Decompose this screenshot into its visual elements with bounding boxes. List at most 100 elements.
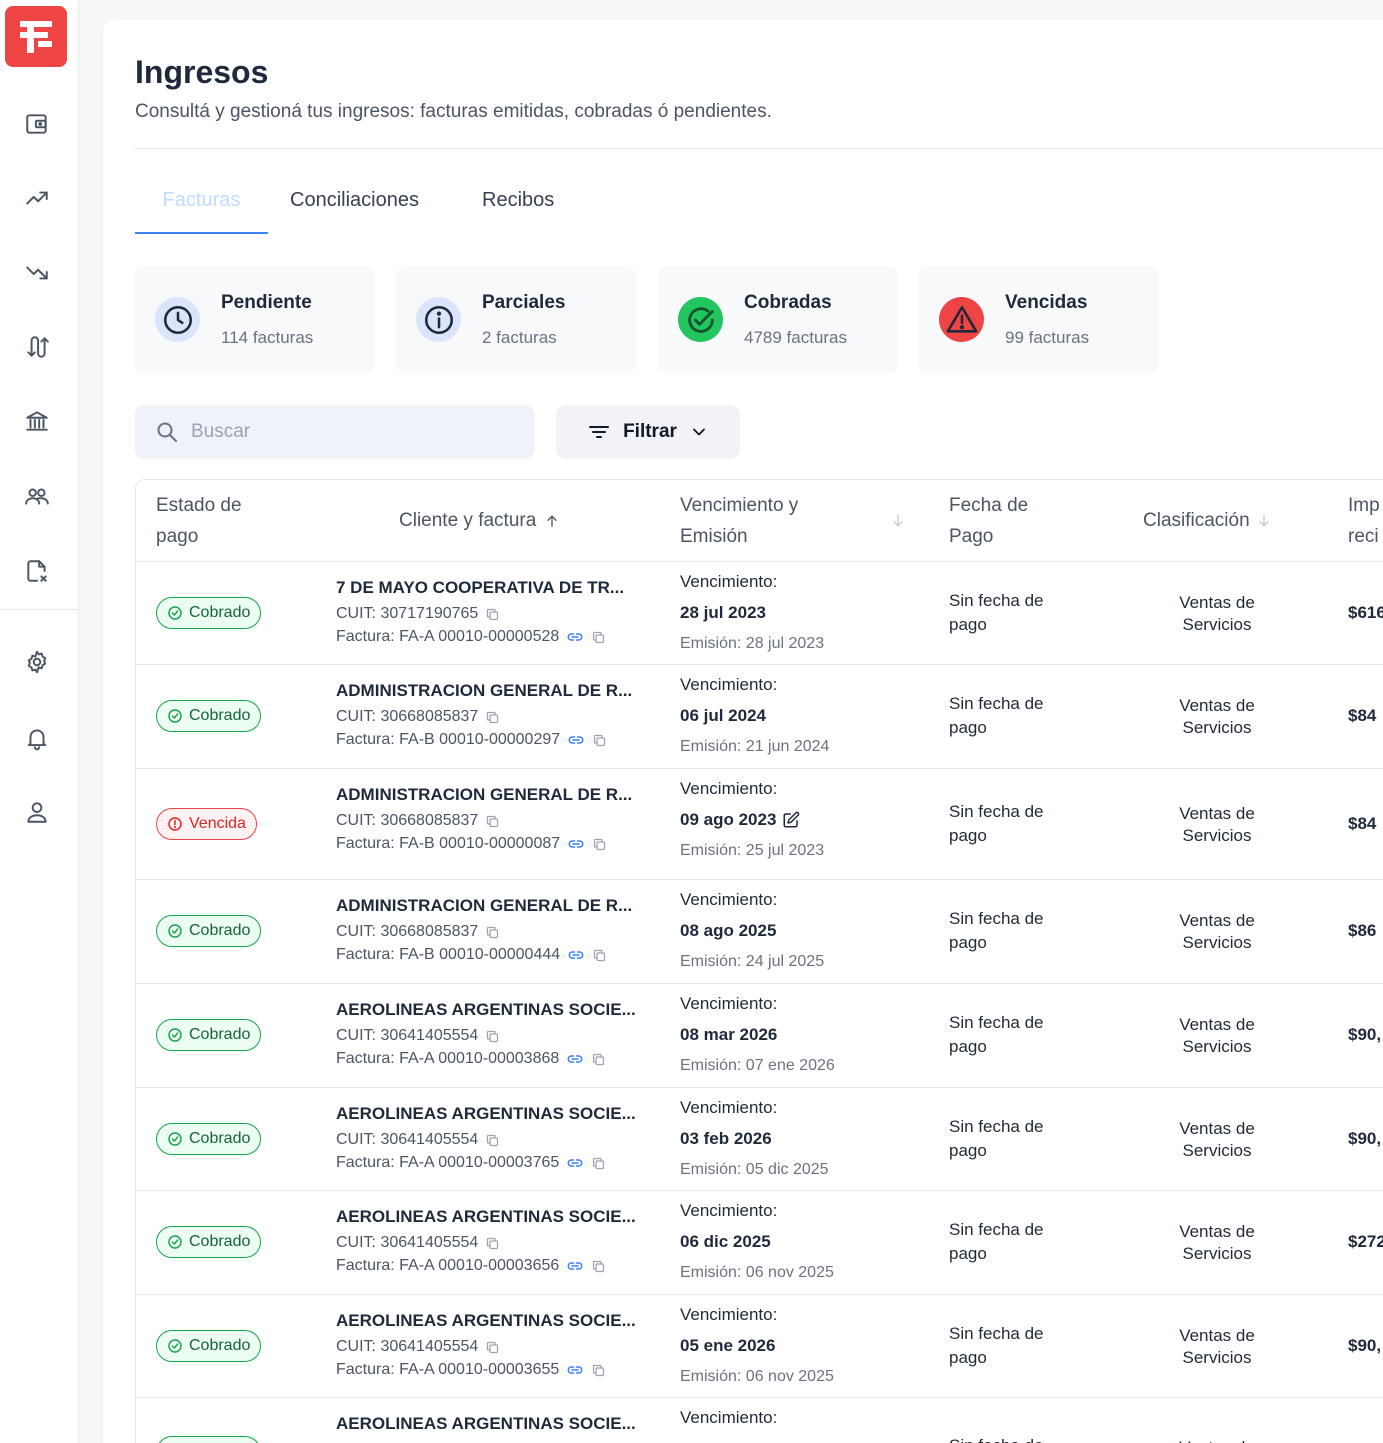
transfer-icon[interactable]	[22, 332, 52, 362]
copy-icon[interactable]	[485, 607, 500, 622]
bell-icon[interactable]	[22, 723, 52, 753]
client-name[interactable]: 7 DE MAYO COOPERATIVA DE TR...	[336, 578, 625, 597]
status-badge: Cobrado	[156, 1226, 262, 1258]
payment-date: Sin fecha de pago	[949, 692, 1089, 740]
link-icon[interactable]	[566, 1361, 584, 1379]
link-icon[interactable]	[567, 731, 585, 749]
tab-facturas[interactable]: Facturas	[135, 184, 268, 234]
table-row[interactable]: Cobrado AEROLINEAS ARGENTINAS SOCIE... C…	[136, 1295, 1383, 1398]
user-icon[interactable]	[22, 797, 52, 827]
status-badge: Cobrado	[156, 1123, 262, 1155]
payment-date-text: pago	[949, 1348, 987, 1367]
table-row[interactable]: Cobrado AEROLINEAS ARGENTINAS SOCIE... C…	[136, 984, 1383, 1088]
copy-icon[interactable]	[591, 1259, 606, 1274]
status-badge: Cobrado	[156, 597, 262, 629]
column-header-cliente[interactable]: Cliente y factura	[399, 480, 560, 561]
link-icon[interactable]	[566, 1154, 584, 1172]
column-header-importe[interactable]: Imp reci	[1348, 480, 1380, 561]
copy-icon[interactable]	[591, 1156, 606, 1171]
copy-icon[interactable]	[485, 710, 500, 725]
column-header-clasificacion[interactable]: Clasificación	[1143, 480, 1272, 561]
bank-icon[interactable]	[22, 406, 52, 436]
copy-icon[interactable]	[591, 630, 606, 645]
column-header-estado[interactable]: Estado de pago	[156, 480, 306, 561]
users-icon[interactable]	[22, 481, 52, 511]
payment-date-text: Sin fecha de	[949, 1434, 1089, 1443]
edit-icon[interactable]	[782, 811, 800, 829]
stat-card-vencidas[interactable]: Vencidas 99 facturas	[919, 266, 1159, 373]
table-row[interactable]: Vencida ADMINISTRACION GENERAL DE R... C…	[136, 769, 1383, 880]
classification-text: Servicios	[1182, 933, 1252, 952]
client-name[interactable]: ADMINISTRACION GENERAL DE R...	[336, 896, 633, 915]
table-row[interactable]: Cobrado AEROLINEAS ARGENTINAS SOCIE... C…	[136, 1088, 1383, 1191]
trending-up-icon[interactable]	[22, 183, 52, 213]
header-text: Pago	[949, 525, 994, 547]
invoice-number: Factura: FA-B 00010-00000297	[336, 731, 607, 749]
status-badge-label: Cobrado	[189, 1130, 251, 1147]
copy-icon[interactable]	[591, 1052, 606, 1067]
client-cuit: CUIT: 30641405554	[336, 1234, 500, 1252]
invoice-text: Factura: FA-A 00010-00003656	[336, 1257, 560, 1274]
table-row[interactable]: Cobrado ADMINISTRACION GENERAL DE R... C…	[136, 880, 1383, 984]
settings-icon[interactable]	[22, 647, 52, 677]
client-name[interactable]: ADMINISTRACION GENERAL DE R...	[336, 681, 633, 700]
table-row[interactable]: Cobrado AEROLINEAS ARGENTINAS SOCIE... V…	[136, 1398, 1383, 1443]
link-icon[interactable]	[567, 835, 585, 853]
tab-recibos[interactable]: Recibos	[482, 189, 555, 211]
due-date: 08 ago 2025	[680, 921, 776, 941]
check-circle-icon	[167, 605, 183, 621]
brand-logo[interactable]	[5, 6, 67, 67]
copy-icon[interactable]	[485, 1340, 500, 1355]
client-name[interactable]: AEROLINEAS ARGENTINAS SOCIE...	[336, 1104, 636, 1123]
due-date-text: 06 jul 2024	[680, 706, 767, 725]
client-name[interactable]: AEROLINEAS ARGENTINAS SOCIE...	[336, 1311, 636, 1330]
table-row[interactable]: Cobrado AEROLINEAS ARGENTINAS SOCIE... C…	[136, 1191, 1383, 1295]
due-date-text: 05 ene 2026	[680, 1336, 776, 1355]
copy-icon[interactable]	[485, 1133, 500, 1148]
wallet-icon[interactable]	[22, 109, 52, 139]
classification-text: Ventas de	[1179, 804, 1255, 823]
client-cuit: CUIT: 30668085837	[336, 923, 500, 941]
filter-label: Filtrar	[623, 421, 677, 442]
payment-date: Sin fecha de pago	[949, 1115, 1089, 1163]
cuit-text: CUIT: 30641405554	[336, 1027, 479, 1044]
client-name[interactable]: AEROLINEAS ARGENTINAS SOCIE...	[336, 1000, 636, 1019]
client-name[interactable]: AEROLINEAS ARGENTINAS SOCIE...	[336, 1414, 636, 1433]
search-input[interactable]	[191, 421, 511, 443]
stat-card-parciales[interactable]: Parciales 2 facturas	[396, 266, 636, 373]
copy-icon[interactable]	[592, 837, 607, 852]
filter-button[interactable]: Filtrar	[556, 405, 740, 459]
column-header-fecha-pago[interactable]: Fecha de Pago	[949, 480, 1028, 561]
sidebar-divider	[0, 609, 79, 610]
copy-icon[interactable]	[485, 925, 500, 940]
tab-conciliaciones[interactable]: Conciliaciones	[290, 189, 419, 211]
client-name[interactable]: ADMINISTRACION GENERAL DE R...	[336, 785, 633, 804]
info-icon	[416, 297, 461, 342]
copy-icon[interactable]	[591, 1363, 606, 1378]
document-icon[interactable]	[22, 556, 52, 586]
payment-date-text: pago	[949, 1141, 987, 1160]
link-icon[interactable]	[567, 946, 585, 964]
table-row[interactable]: Cobrado ADMINISTRACION GENERAL DE R... C…	[136, 665, 1383, 769]
payment-date: Sin fecha de pago	[949, 1322, 1089, 1370]
status-badge: Cobrado	[156, 700, 262, 732]
column-header-vencimiento[interactable]: Vencimiento y Emisión	[680, 480, 910, 561]
table-row[interactable]: Cobrado 7 DE MAYO COOPERATIVA DE TR... C…	[136, 562, 1383, 665]
stat-card-cobradas[interactable]: Cobradas 4789 facturas	[658, 266, 898, 373]
link-icon[interactable]	[566, 1050, 584, 1068]
copy-icon[interactable]	[485, 814, 500, 829]
copy-icon[interactable]	[485, 1029, 500, 1044]
client-name[interactable]: AEROLINEAS ARGENTINAS SOCIE...	[336, 1207, 636, 1226]
classification: Ventas de	[1136, 1437, 1298, 1443]
stat-card-pendiente[interactable]: Pendiente 114 facturas	[135, 266, 375, 373]
copy-icon[interactable]	[485, 1236, 500, 1251]
copy-icon[interactable]	[592, 733, 607, 748]
amount: $84	[1348, 814, 1377, 833]
sidebar	[0, 0, 79, 1443]
check-circle-icon	[678, 297, 723, 342]
status-badge: Cobrado	[156, 1019, 262, 1051]
link-icon[interactable]	[566, 628, 584, 646]
copy-icon[interactable]	[592, 948, 607, 963]
link-icon[interactable]	[566, 1257, 584, 1275]
trending-down-icon[interactable]	[22, 258, 52, 288]
